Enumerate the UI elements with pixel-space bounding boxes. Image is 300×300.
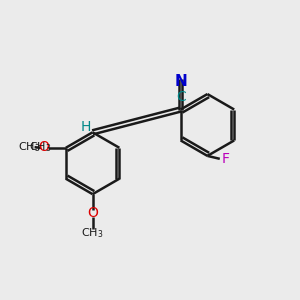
Text: O: O [39,140,50,154]
Text: CH$_3$: CH$_3$ [81,226,104,240]
Text: F: F [222,152,230,166]
Text: CH$_3$: CH$_3$ [18,141,40,154]
Text: CH$_3$: CH$_3$ [29,140,52,154]
Text: O: O [87,206,98,220]
Text: C: C [176,89,185,103]
Text: N: N [174,74,187,88]
Text: H: H [81,120,91,134]
